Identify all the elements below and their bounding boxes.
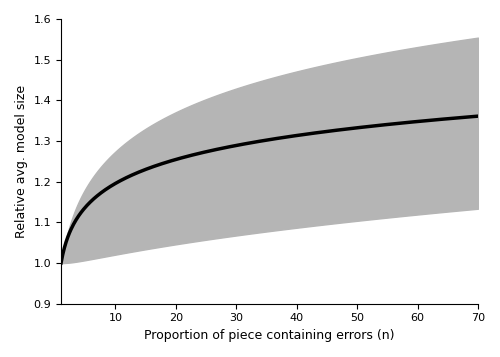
- Y-axis label: Relative avg. model size: Relative avg. model size: [15, 85, 28, 238]
- X-axis label: Proportion of piece containing errors (n): Proportion of piece containing errors (n…: [144, 329, 395, 342]
